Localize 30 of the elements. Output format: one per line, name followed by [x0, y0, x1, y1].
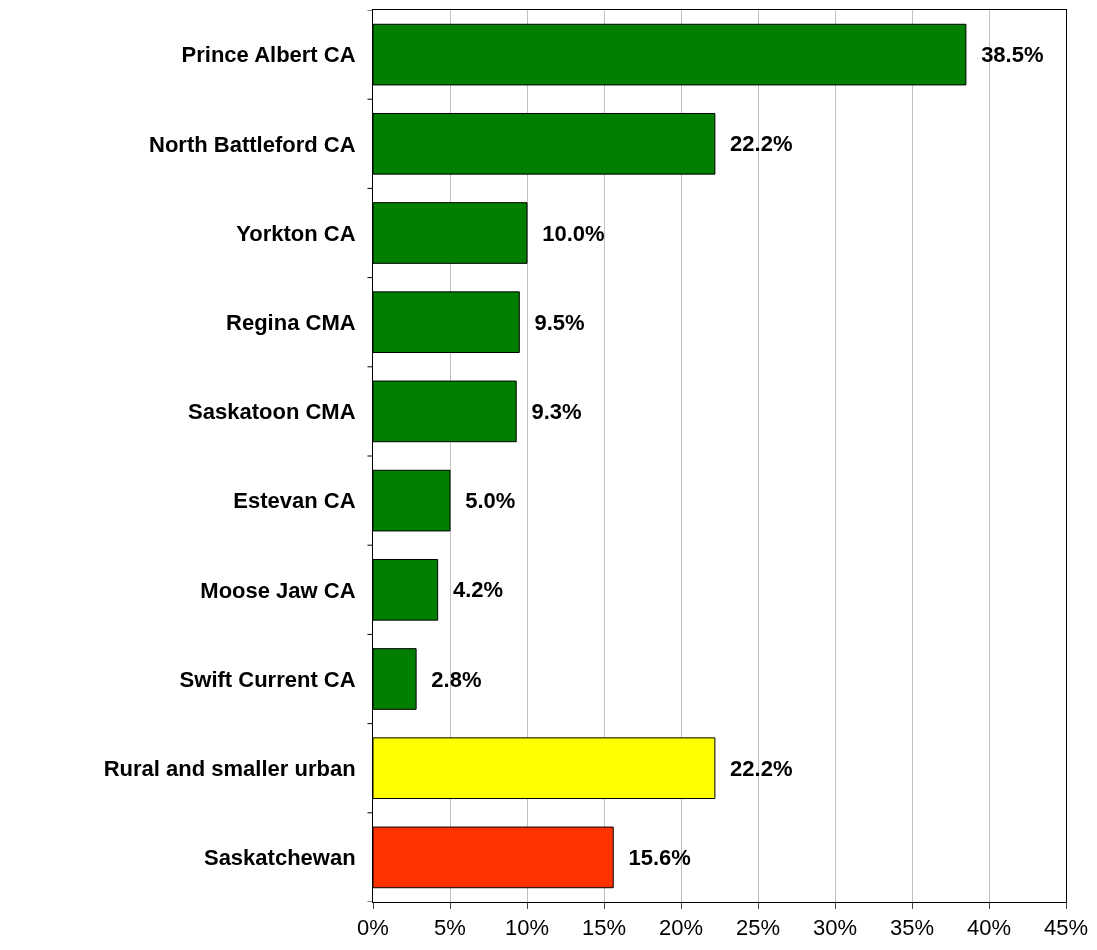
y-tick-label: Moose Jaw CA	[200, 577, 356, 603]
data-label: 9.5%	[522, 309, 585, 335]
y-tick-label: Estevan CA	[233, 488, 356, 514]
x-tick-label: 15%	[581, 915, 627, 941]
x-tick-label: 45%	[1043, 915, 1089, 941]
x-tick-label: 20%	[658, 915, 704, 941]
y-tick-label: Swift Current CA	[179, 666, 356, 692]
data-label: 5.0%	[453, 488, 516, 514]
data-label: 10.0%	[530, 220, 605, 246]
x-tick-label: 10%	[504, 915, 550, 941]
y-tick-label: Prince Albert CA	[181, 42, 356, 68]
x-tick-label: 25%	[735, 915, 781, 941]
y-tick-label: Regina CMA	[226, 309, 356, 335]
data-label: 15.6%	[616, 844, 691, 870]
y-tick-label: Yorkton CA	[236, 220, 356, 246]
y-tick-label: Rural and smaller urban	[103, 755, 356, 781]
data-label: 38.5%	[968, 42, 1044, 68]
x-tick-label: 40%	[966, 915, 1012, 941]
y-tick-label: North Battleford CA	[149, 131, 356, 157]
data-label: 9.3%	[519, 398, 582, 424]
x-tick-label: 0%	[357, 915, 389, 941]
y-tick-label: Saskatchewan	[203, 845, 356, 871]
data-label: 22.2%	[717, 131, 793, 157]
data-label: 2.8%	[419, 666, 482, 692]
data-label: 4.2%	[440, 577, 504, 603]
x-tick-label: 5%	[434, 915, 466, 941]
x-tick-label: 35%	[889, 915, 935, 941]
x-tick-label: 30%	[812, 915, 858, 941]
y-tick-label: Saskatoon CMA	[188, 399, 356, 425]
data-label: 22.2%	[717, 755, 793, 781]
